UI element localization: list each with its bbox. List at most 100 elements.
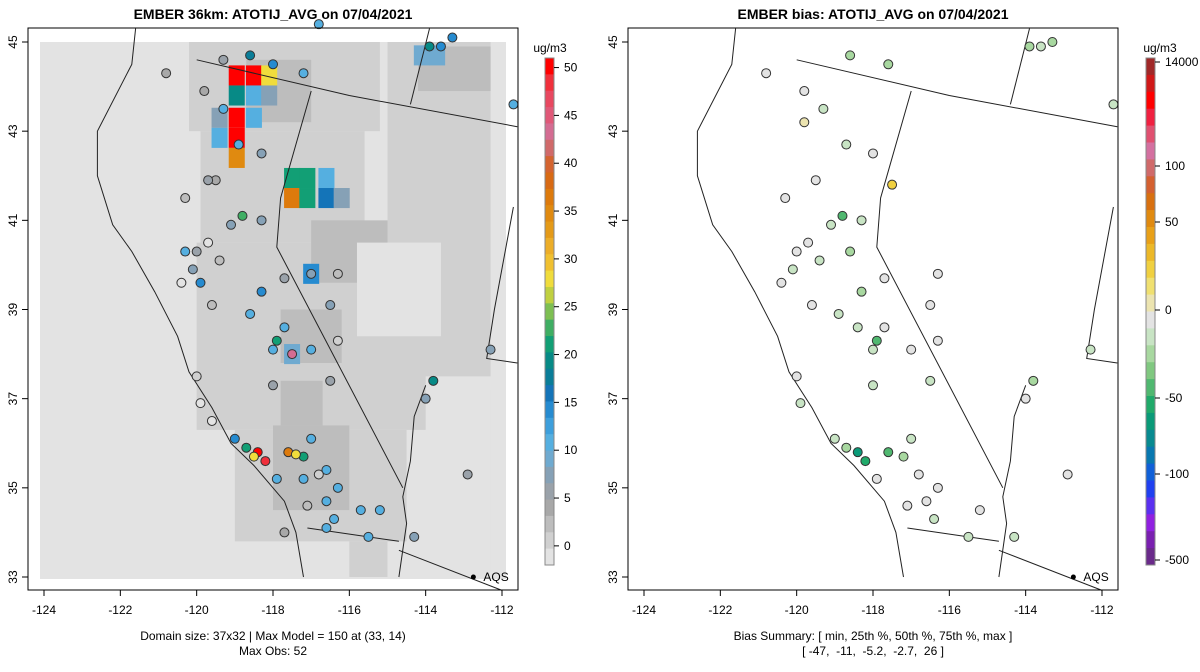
colorbar-swatch	[545, 107, 554, 124]
obs-point	[180, 193, 191, 204]
obs-point	[428, 375, 439, 386]
colorbar-swatch	[545, 205, 554, 223]
obs-point	[187, 264, 198, 275]
colorbar-swatch	[545, 352, 554, 370]
colorbar-swatch	[1146, 294, 1155, 312]
bias-point	[845, 246, 856, 257]
obs-point	[332, 335, 343, 346]
bias-point	[780, 193, 791, 204]
grid-cell	[211, 127, 228, 148]
bias-point	[841, 139, 852, 150]
border-line	[998, 385, 1027, 578]
x-tick-label: -114	[1014, 603, 1037, 617]
obs-point	[195, 277, 206, 288]
colorbar-swatch	[545, 90, 554, 108]
border-line	[796, 59, 1118, 128]
x-tick-label: -120	[785, 603, 809, 617]
grid-cell	[228, 65, 245, 86]
obs-point	[248, 451, 259, 462]
bias-point	[1020, 393, 1031, 404]
x-tick-label: -112	[490, 603, 513, 617]
left-footer-line1: Domain size: 37x32 | Max Model = 150 at …	[140, 629, 406, 643]
colorbar-tick-label: 25	[564, 300, 578, 314]
y-tick-label: 37	[6, 392, 20, 406]
border-line	[907, 527, 999, 542]
grid-cell	[261, 65, 278, 86]
obs-point	[203, 175, 214, 186]
colorbar-swatch	[1146, 58, 1155, 76]
bias-point	[921, 496, 932, 507]
bias-point	[902, 500, 913, 511]
bias-point	[829, 433, 840, 444]
colorbar-swatch	[1146, 497, 1155, 515]
bias-point	[1047, 37, 1058, 47]
right-colorbar-units: ug/m3	[1143, 41, 1177, 55]
obs-point	[374, 505, 385, 516]
obs-point	[260, 456, 271, 467]
bias-summary-label: Bias Summary: [ min, 25th %, 50th %, 75t…	[734, 629, 1013, 643]
y-tick-label: 37	[606, 392, 620, 406]
colorbar-swatch	[1146, 463, 1155, 481]
left-colorbar: 0 5 10 15 20 25 30 35 40 45 50	[544, 57, 578, 566]
border-line	[196, 59, 518, 128]
colorbar-frame	[1145, 57, 1156, 566]
grid-cell	[245, 107, 262, 128]
obs-point	[287, 349, 298, 360]
bias-point	[1035, 41, 1046, 52]
colorbar-swatch	[1146, 396, 1155, 414]
x-tick-label: -124	[32, 603, 56, 617]
obs-point	[298, 68, 309, 79]
colorbar-swatch	[545, 286, 554, 304]
border-line	[96, 28, 304, 578]
colorbar-tick-label: 50	[564, 61, 578, 75]
grid-cell	[413, 45, 430, 66]
obs-point	[321, 496, 332, 507]
bias-point	[913, 469, 924, 480]
obs-point	[325, 375, 336, 386]
aqs-marker-dot	[1070, 574, 1076, 580]
x-tick-label: -112	[1090, 603, 1113, 617]
bias-point	[906, 433, 917, 444]
bias-point	[803, 237, 814, 248]
colorbar-tick-label: 30	[564, 252, 578, 266]
colorbar-swatch	[545, 483, 554, 501]
border-line	[876, 90, 1004, 489]
aqs-marker-dot	[470, 574, 476, 580]
obs-point	[321, 465, 332, 475]
obs-point	[203, 237, 214, 248]
left-footer-line2: Max Obs: 52	[239, 644, 307, 658]
colorbar-swatch	[1146, 142, 1155, 160]
colorbar-swatch	[1146, 243, 1155, 262]
obs-point	[321, 522, 332, 533]
colorbar-swatch	[1146, 328, 1155, 346]
grid-cell	[333, 188, 350, 209]
y-tick-label: 43	[606, 124, 620, 138]
grid-cell	[228, 107, 245, 128]
left-chart-title: EMBER 36km: ATOTIJ_AVG on 07/04/2021	[134, 6, 413, 22]
bias-point	[791, 246, 802, 257]
right-plot-frame	[627, 27, 1119, 591]
colorbar-swatch	[545, 385, 554, 402]
obs-point	[325, 300, 336, 311]
obs-point	[218, 103, 229, 114]
bias-point	[799, 86, 810, 97]
colorbar-swatch	[545, 434, 554, 452]
obs-point	[447, 32, 458, 43]
colorbar-swatch	[545, 58, 554, 75]
grid-region	[356, 242, 441, 337]
y-tick-label: 41	[6, 213, 20, 227]
bias-point	[795, 398, 806, 409]
y-tick-label: 39	[6, 303, 20, 317]
left-x-axis: -124 -122 -120 -118 -116 -114 -112	[32, 590, 514, 617]
bias-point	[856, 286, 867, 297]
colorbar-swatch	[1146, 480, 1155, 498]
colorbar-tick-label: 20	[564, 348, 578, 362]
grid-region	[349, 541, 388, 577]
obs-point	[226, 219, 237, 230]
bias-point	[906, 344, 917, 355]
bias-point	[883, 59, 894, 70]
colorbar-tick-label: 45	[564, 108, 578, 122]
bias-point	[1108, 99, 1119, 110]
obs-point	[485, 344, 496, 355]
grid-cell	[318, 167, 335, 189]
